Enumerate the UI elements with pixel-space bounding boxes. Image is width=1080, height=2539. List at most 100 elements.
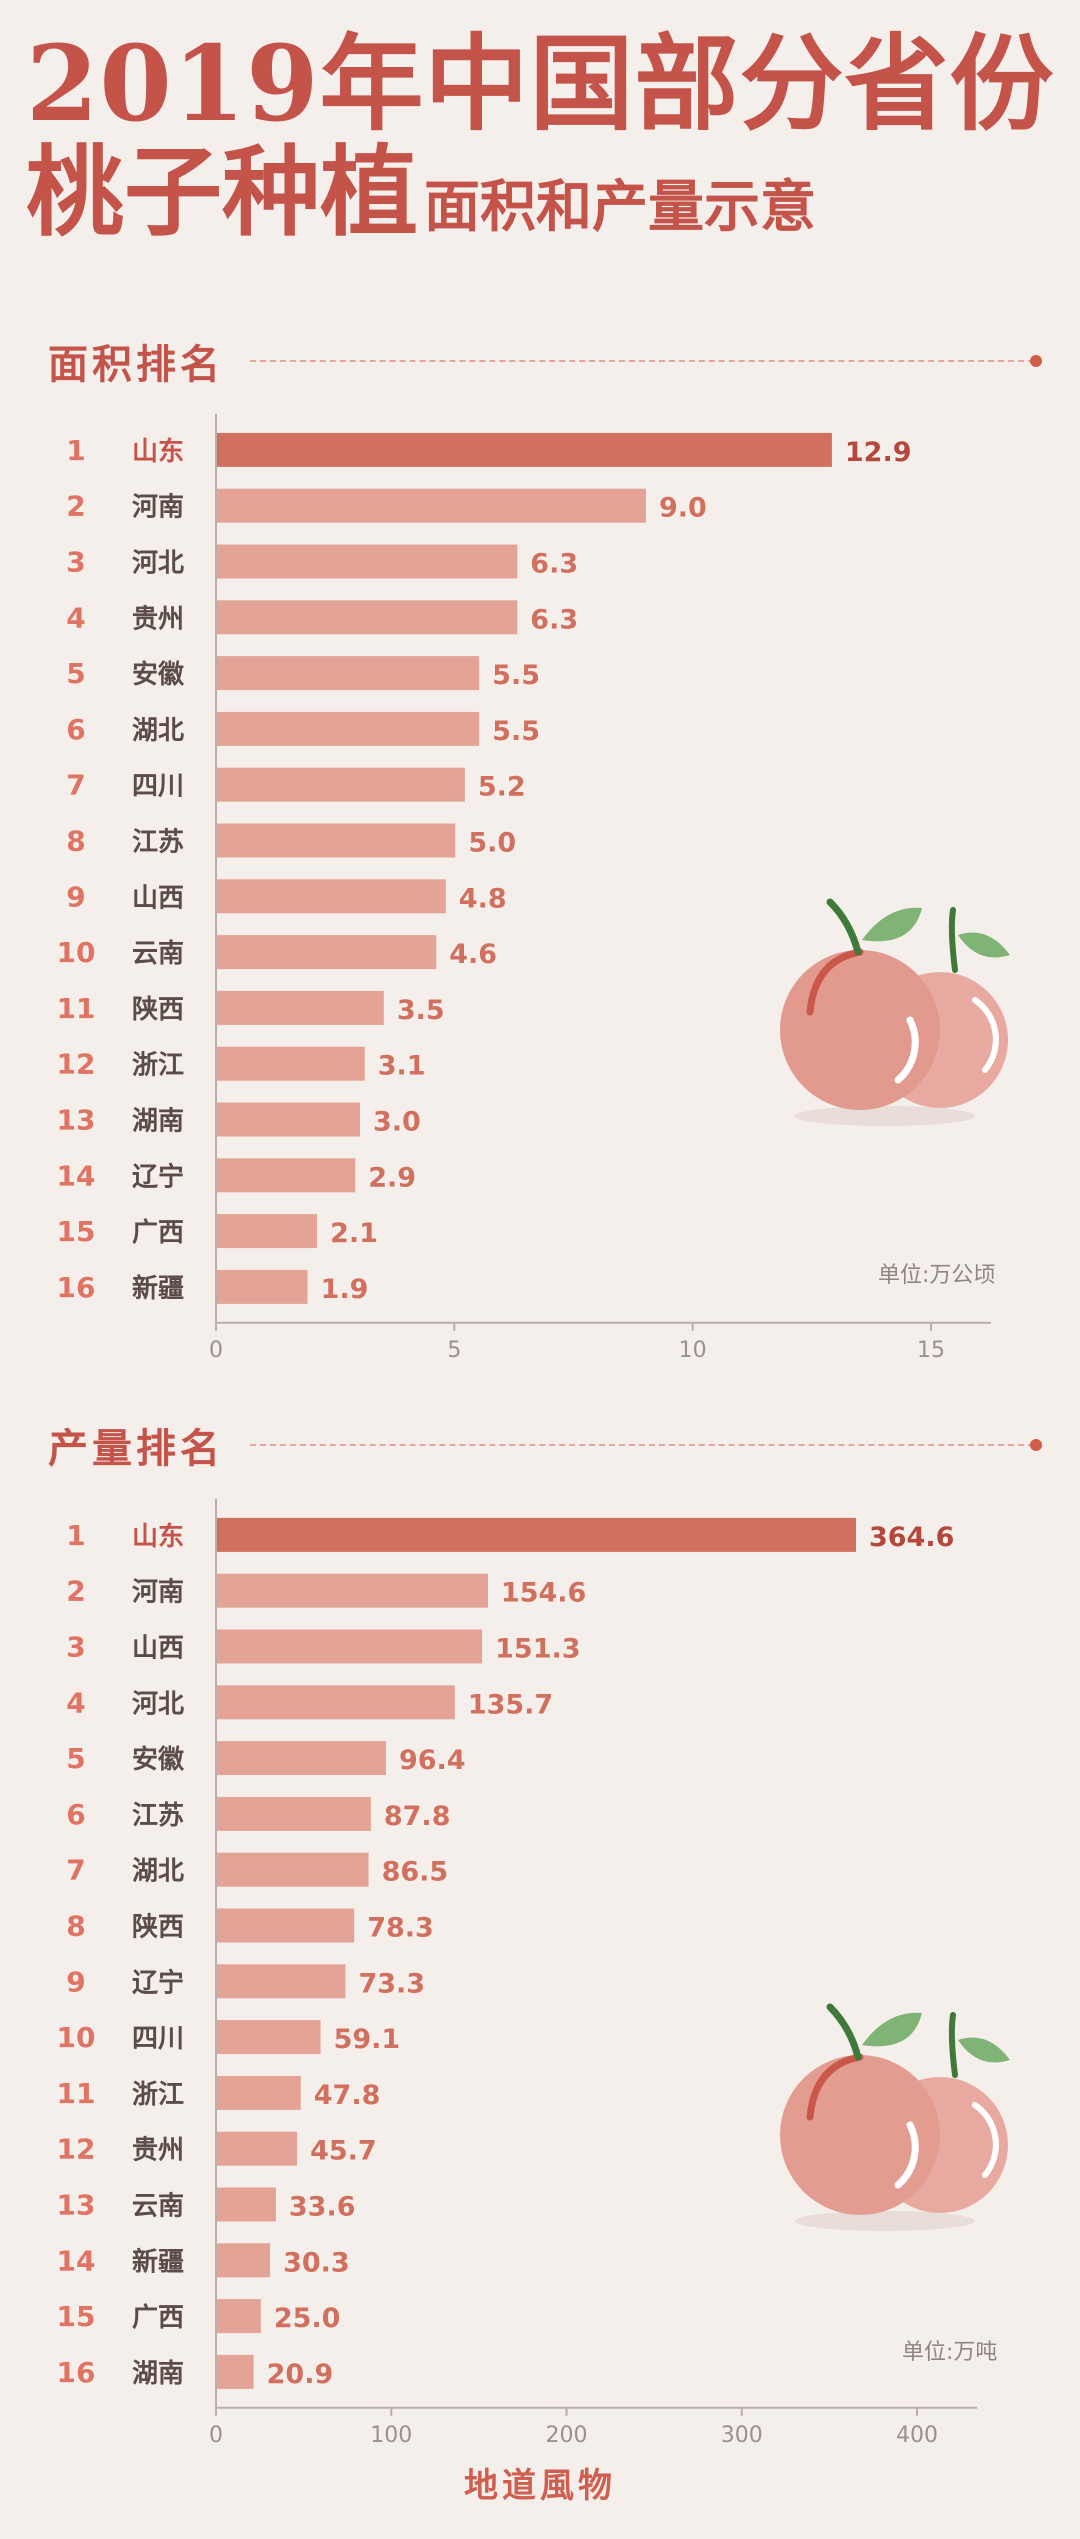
category-label: 四川 [132,2024,184,2054]
rank-label: 11 [57,2077,96,2110]
category-label: 江苏 [132,1801,184,1831]
bar [217,990,384,1025]
rank-label: 8 [66,825,85,858]
bar [217,1573,488,1608]
rank-label: 15 [57,1215,96,1248]
bar [217,1741,386,1776]
bar [217,767,465,802]
bar [217,879,446,914]
value-label: 5.2 [478,772,526,803]
rank-label: 7 [66,1854,85,1887]
rank-label: 10 [57,936,96,969]
value-label: 33.6 [289,2192,356,2223]
value-label: 5.5 [492,660,540,691]
rank-label: 5 [66,657,85,690]
bar [217,1796,371,1831]
category-label: 新疆 [132,1273,184,1304]
rank-label: 3 [66,546,85,579]
value-label: 47.8 [314,2080,381,2111]
rank-label: 6 [66,713,85,746]
category-label: 湖北 [132,716,184,746]
rank-label: 15 [57,2300,96,2333]
rank-label: 13 [57,2189,96,2222]
category-label: 山东 [132,1521,184,1552]
category-label: 陕西 [132,995,184,1025]
area-section-title: 面积排名 [48,342,224,388]
production-unit-label: 单位:万吨 [902,2340,998,2365]
rank-label: 10 [57,2021,96,2054]
value-label: 2.9 [368,1162,416,1193]
category-label: 辽宁 [132,1967,184,1998]
value-label: 3.0 [373,1107,421,1138]
bar [217,2299,261,2334]
value-label: 4.6 [449,939,497,970]
category-label: 新疆 [132,2246,184,2277]
rank-label: 1 [66,1519,85,1552]
x-tick-label: 5 [447,1338,461,1363]
value-label: 59.1 [334,2024,401,2055]
bar [217,2075,301,2110]
rank-label: 14 [57,1159,96,1192]
production-section-header: 产量排名 [48,1415,224,1475]
x-tick-label: 0 [209,1338,223,1363]
rank-label: 7 [66,769,85,802]
value-label: 2.1 [330,1218,378,1249]
peach-illustration [780,898,1010,1126]
value-label: 87.8 [384,1801,451,1832]
category-label: 江苏 [132,828,184,858]
x-tick-label: 15 [917,1338,945,1363]
x-tick-label: 200 [546,2423,588,2448]
production-bar-chart: 1 山东 364.6 2 河南 154.6 3 山西 151.3 4 河北 135.7 5 安徽 96.4 6… [57,1499,977,2448]
category-label: 安徽 [132,1745,185,1775]
x-tick-label: 10 [679,1338,707,1363]
value-label: 154.6 [501,1578,586,1609]
rank-label: 11 [57,992,96,1025]
value-label: 3.5 [397,995,445,1026]
bar [217,1517,856,1552]
production-section-title: 产量排名 [48,1426,224,1472]
bar [217,656,480,691]
rank-label: 9 [66,1965,85,1998]
bar [217,600,518,635]
bar [217,935,437,970]
bar [217,488,646,523]
category-label: 湖北 [132,1857,184,1887]
page-title: 2019年中国部分省份 [26,22,1055,145]
bar [217,2243,271,2278]
value-label: 73.3 [358,1968,425,1999]
bar [217,2131,298,2166]
category-label: 河北 [132,549,184,579]
rank-label: 16 [57,1271,96,1304]
bar [217,823,456,858]
value-label: 45.7 [310,2136,377,2167]
bar [217,1685,455,1720]
category-label: 贵州 [132,2136,184,2166]
category-label: 浙江 [132,2080,184,2110]
category-label: 贵州 [132,604,184,634]
value-label: 6.3 [530,604,578,635]
category-label: 安徽 [132,660,185,690]
bar [217,1629,483,1664]
rank-label: 2 [66,490,85,523]
bar [217,1908,355,1943]
value-label: 9.0 [659,493,707,524]
category-label: 广西 [132,1218,184,1248]
rank-label: 2 [66,1575,85,1608]
category-label: 河北 [132,1689,184,1719]
value-label: 135.7 [468,1689,553,1720]
rank-label: 16 [57,2356,96,2389]
area-unit-label: 单位:万公顷 [878,1263,996,1288]
value-label: 86.5 [382,1857,449,1888]
area-section-header: 面积排名 [48,331,224,391]
rank-label: 12 [57,2133,96,2166]
brand-footer: 地道風物 [464,2466,616,2506]
rank-label: 9 [66,880,85,913]
value-label: 30.3 [283,2247,350,2278]
category-label: 山西 [132,883,184,913]
bar [217,1269,308,1304]
rank-label: 14 [57,2244,96,2277]
page-subtitle: 桃子种植 面积和产量示意 [26,135,816,265]
rank-label: 6 [66,1798,85,1831]
category-label: 湖南 [132,1107,184,1137]
rank-label: 5 [66,1742,85,1775]
